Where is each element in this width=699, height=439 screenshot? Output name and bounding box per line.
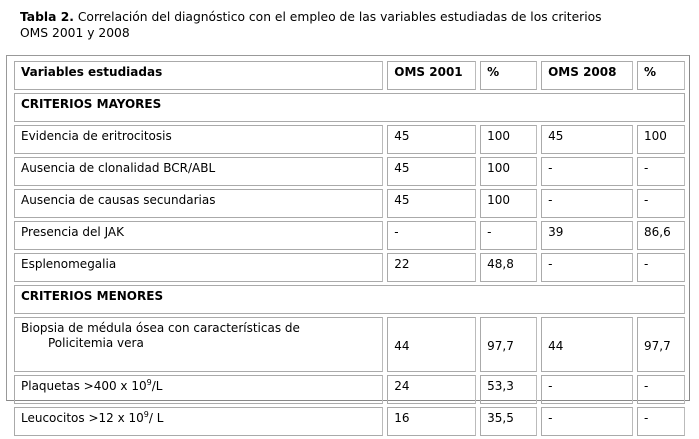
table-row: Ausencia de clonalidad BCR/ABL 45 100- - bbox=[14, 157, 685, 186]
pct2001-cell: 48,8 bbox=[480, 253, 538, 282]
table-row: Biopsia de médula ósea con característic… bbox=[14, 317, 685, 372]
table-row: Plaquetas >400 x 109/L 24 53,3- - bbox=[14, 375, 685, 404]
header-row: Variables estudiadas OMS 2001 % OMS 2008… bbox=[14, 61, 685, 90]
pct2008-cell: 97,7 bbox=[636, 317, 685, 372]
variable-cell: Presencia del JAK bbox=[14, 221, 384, 250]
table-row: Ausencia de causas secundarias 45 100- - bbox=[14, 189, 685, 218]
oms2001-cell: 44 bbox=[387, 317, 477, 372]
caption-text: Correlación del diagnóstico con el emple… bbox=[20, 10, 602, 40]
oms2001-cell: 16 bbox=[387, 407, 477, 436]
header-cell: % bbox=[480, 61, 538, 90]
pct2008-cell: - bbox=[636, 253, 685, 282]
oms2008-cell: 45 bbox=[541, 125, 633, 154]
pct2001-cell: - bbox=[480, 221, 538, 250]
table-row: Leucocitos >12 x 109/ L 16 35,5- - bbox=[14, 407, 685, 436]
variable-unit: /L bbox=[151, 379, 163, 393]
section-minor: CRITERIOS MENORES bbox=[14, 285, 685, 314]
oms2001-cell: 45 bbox=[387, 125, 477, 154]
variable-unit: / L bbox=[148, 411, 164, 425]
table-row: Evidencia de eritrocitosis 45 100 45 100 bbox=[14, 125, 685, 154]
pct2008-cell: - bbox=[636, 407, 685, 436]
pct2001-cell: 100 bbox=[480, 157, 538, 186]
table-caption: Tabla 2. Correlación del diagnóstico con… bbox=[20, 9, 620, 41]
pct2008-cell: - bbox=[636, 189, 685, 218]
variable-cell: Ausencia de clonalidad BCR/ABL bbox=[14, 157, 384, 186]
header-cell: OMS 2008 bbox=[541, 61, 633, 90]
pct2008-cell: 100 bbox=[636, 125, 685, 154]
data-table: Variables estudiadas OMS 2001 % OMS 2008… bbox=[10, 58, 689, 439]
section-row: CRITERIOS MAYORES bbox=[14, 93, 685, 122]
data-table-frame: Variables estudiadas OMS 2001 % OMS 2008… bbox=[6, 55, 690, 436]
oms2001-cell: - bbox=[387, 221, 477, 250]
variable-line2: Policitemia vera bbox=[48, 336, 144, 350]
variable-cell: Ausencia de causas secundarias bbox=[14, 189, 384, 218]
oms2008-cell: - bbox=[541, 189, 633, 218]
variable-cell: Biopsia de médula ósea con característic… bbox=[14, 317, 384, 372]
header-cell: % bbox=[636, 61, 685, 90]
oms2008-cell: - bbox=[541, 375, 633, 404]
variable-cell: Plaquetas >400 x 109/L bbox=[14, 375, 384, 404]
pct2008-cell: - bbox=[636, 157, 685, 186]
pct2001-cell: 100 bbox=[480, 189, 538, 218]
oms2001-cell: 45 bbox=[387, 157, 477, 186]
pct2001-cell: 97,7 bbox=[480, 317, 538, 372]
table-row: Esplenomegalia 22 48,8- - bbox=[14, 253, 685, 282]
variable-superscript: 9 bbox=[146, 378, 152, 387]
oms2008-cell: - bbox=[541, 157, 633, 186]
variable-cell: Leucocitos >12 x 109/ L bbox=[14, 407, 384, 436]
header-cell: OMS 2001 bbox=[387, 61, 477, 90]
pct2001-cell: 53,3 bbox=[480, 375, 538, 404]
variable-cell: Esplenomegalia bbox=[14, 253, 384, 282]
variable-line1: Biopsia de médula ósea con característic… bbox=[21, 321, 300, 335]
pct2008-cell: 86,6 bbox=[636, 221, 685, 250]
table-row: Presencia del JAK - -39 86,6 bbox=[14, 221, 685, 250]
oms2008-cell: 44 bbox=[541, 317, 633, 372]
oms2008-cell: - bbox=[541, 253, 633, 282]
oms2008-cell: - bbox=[541, 407, 633, 436]
pct2001-cell: 100 bbox=[480, 125, 538, 154]
pct2001-cell: 35,5 bbox=[480, 407, 538, 436]
oms2001-cell: 22 bbox=[387, 253, 477, 282]
header-cell: Variables estudiadas bbox=[14, 61, 384, 90]
oms2001-cell: 45 bbox=[387, 189, 477, 218]
variable-cell: Evidencia de eritrocitosis bbox=[14, 125, 384, 154]
oms2008-cell: 39 bbox=[541, 221, 633, 250]
variable-text: Plaquetas >400 x 10 bbox=[21, 379, 147, 393]
variable-text: Leucocitos >12 x 10 bbox=[21, 411, 144, 425]
caption-label: Tabla 2. bbox=[20, 10, 74, 24]
oms2001-cell: 24 bbox=[387, 375, 477, 404]
pct2008-cell: - bbox=[636, 375, 685, 404]
section-row: CRITERIOS MENORES bbox=[14, 285, 685, 314]
section-major: CRITERIOS MAYORES bbox=[14, 93, 685, 122]
